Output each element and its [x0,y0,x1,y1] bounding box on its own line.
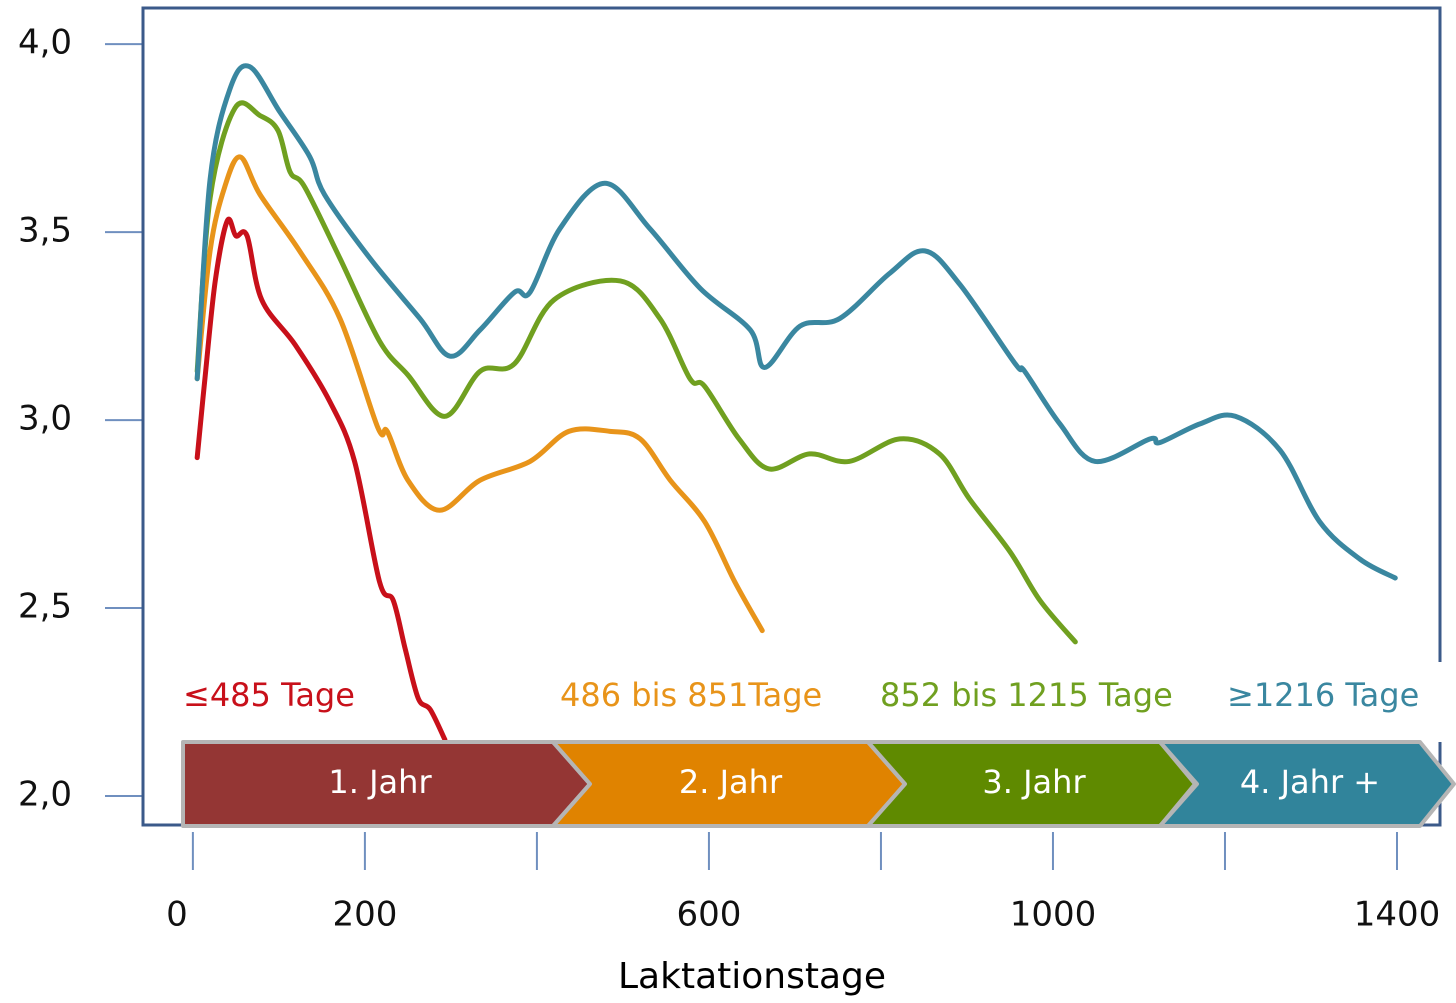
legend-label: ≤485 Tage [183,676,355,714]
y-tick-label: 3,5 [18,211,72,251]
series-line [194,63,1398,581]
y-tick-label: 2,5 [18,587,72,627]
series-line [194,154,765,634]
series-line [194,216,448,743]
x-tick-label: 1400 [1354,895,1441,935]
x-tick-label: 600 [676,895,741,935]
series-line [194,100,1078,645]
x-tick-label: 0 [166,895,188,935]
phase-label: 2. Jahr [679,763,783,801]
x-tick-label: 200 [332,895,397,935]
y-tick-label: 3,0 [18,399,72,439]
y-tick-label: 4,0 [18,23,72,63]
phase-arrow [1158,740,1456,828]
phase-label: 4. Jahr + [1240,763,1380,801]
phase-label: 1. Jahr [328,763,432,801]
y-tick-label: 2,0 [18,775,72,815]
x-tick-label: 1000 [1010,895,1097,935]
legend-label: 486 bis 851Tage [560,676,822,714]
x-axis-label: Laktationstage [618,956,886,997]
phase-label: 3. Jahr [982,763,1086,801]
frame-gap [1430,662,1456,742]
legend-label: ≥1216 Tage [1227,676,1419,714]
legend-label: 852 bis 1215 Tage [880,676,1173,714]
